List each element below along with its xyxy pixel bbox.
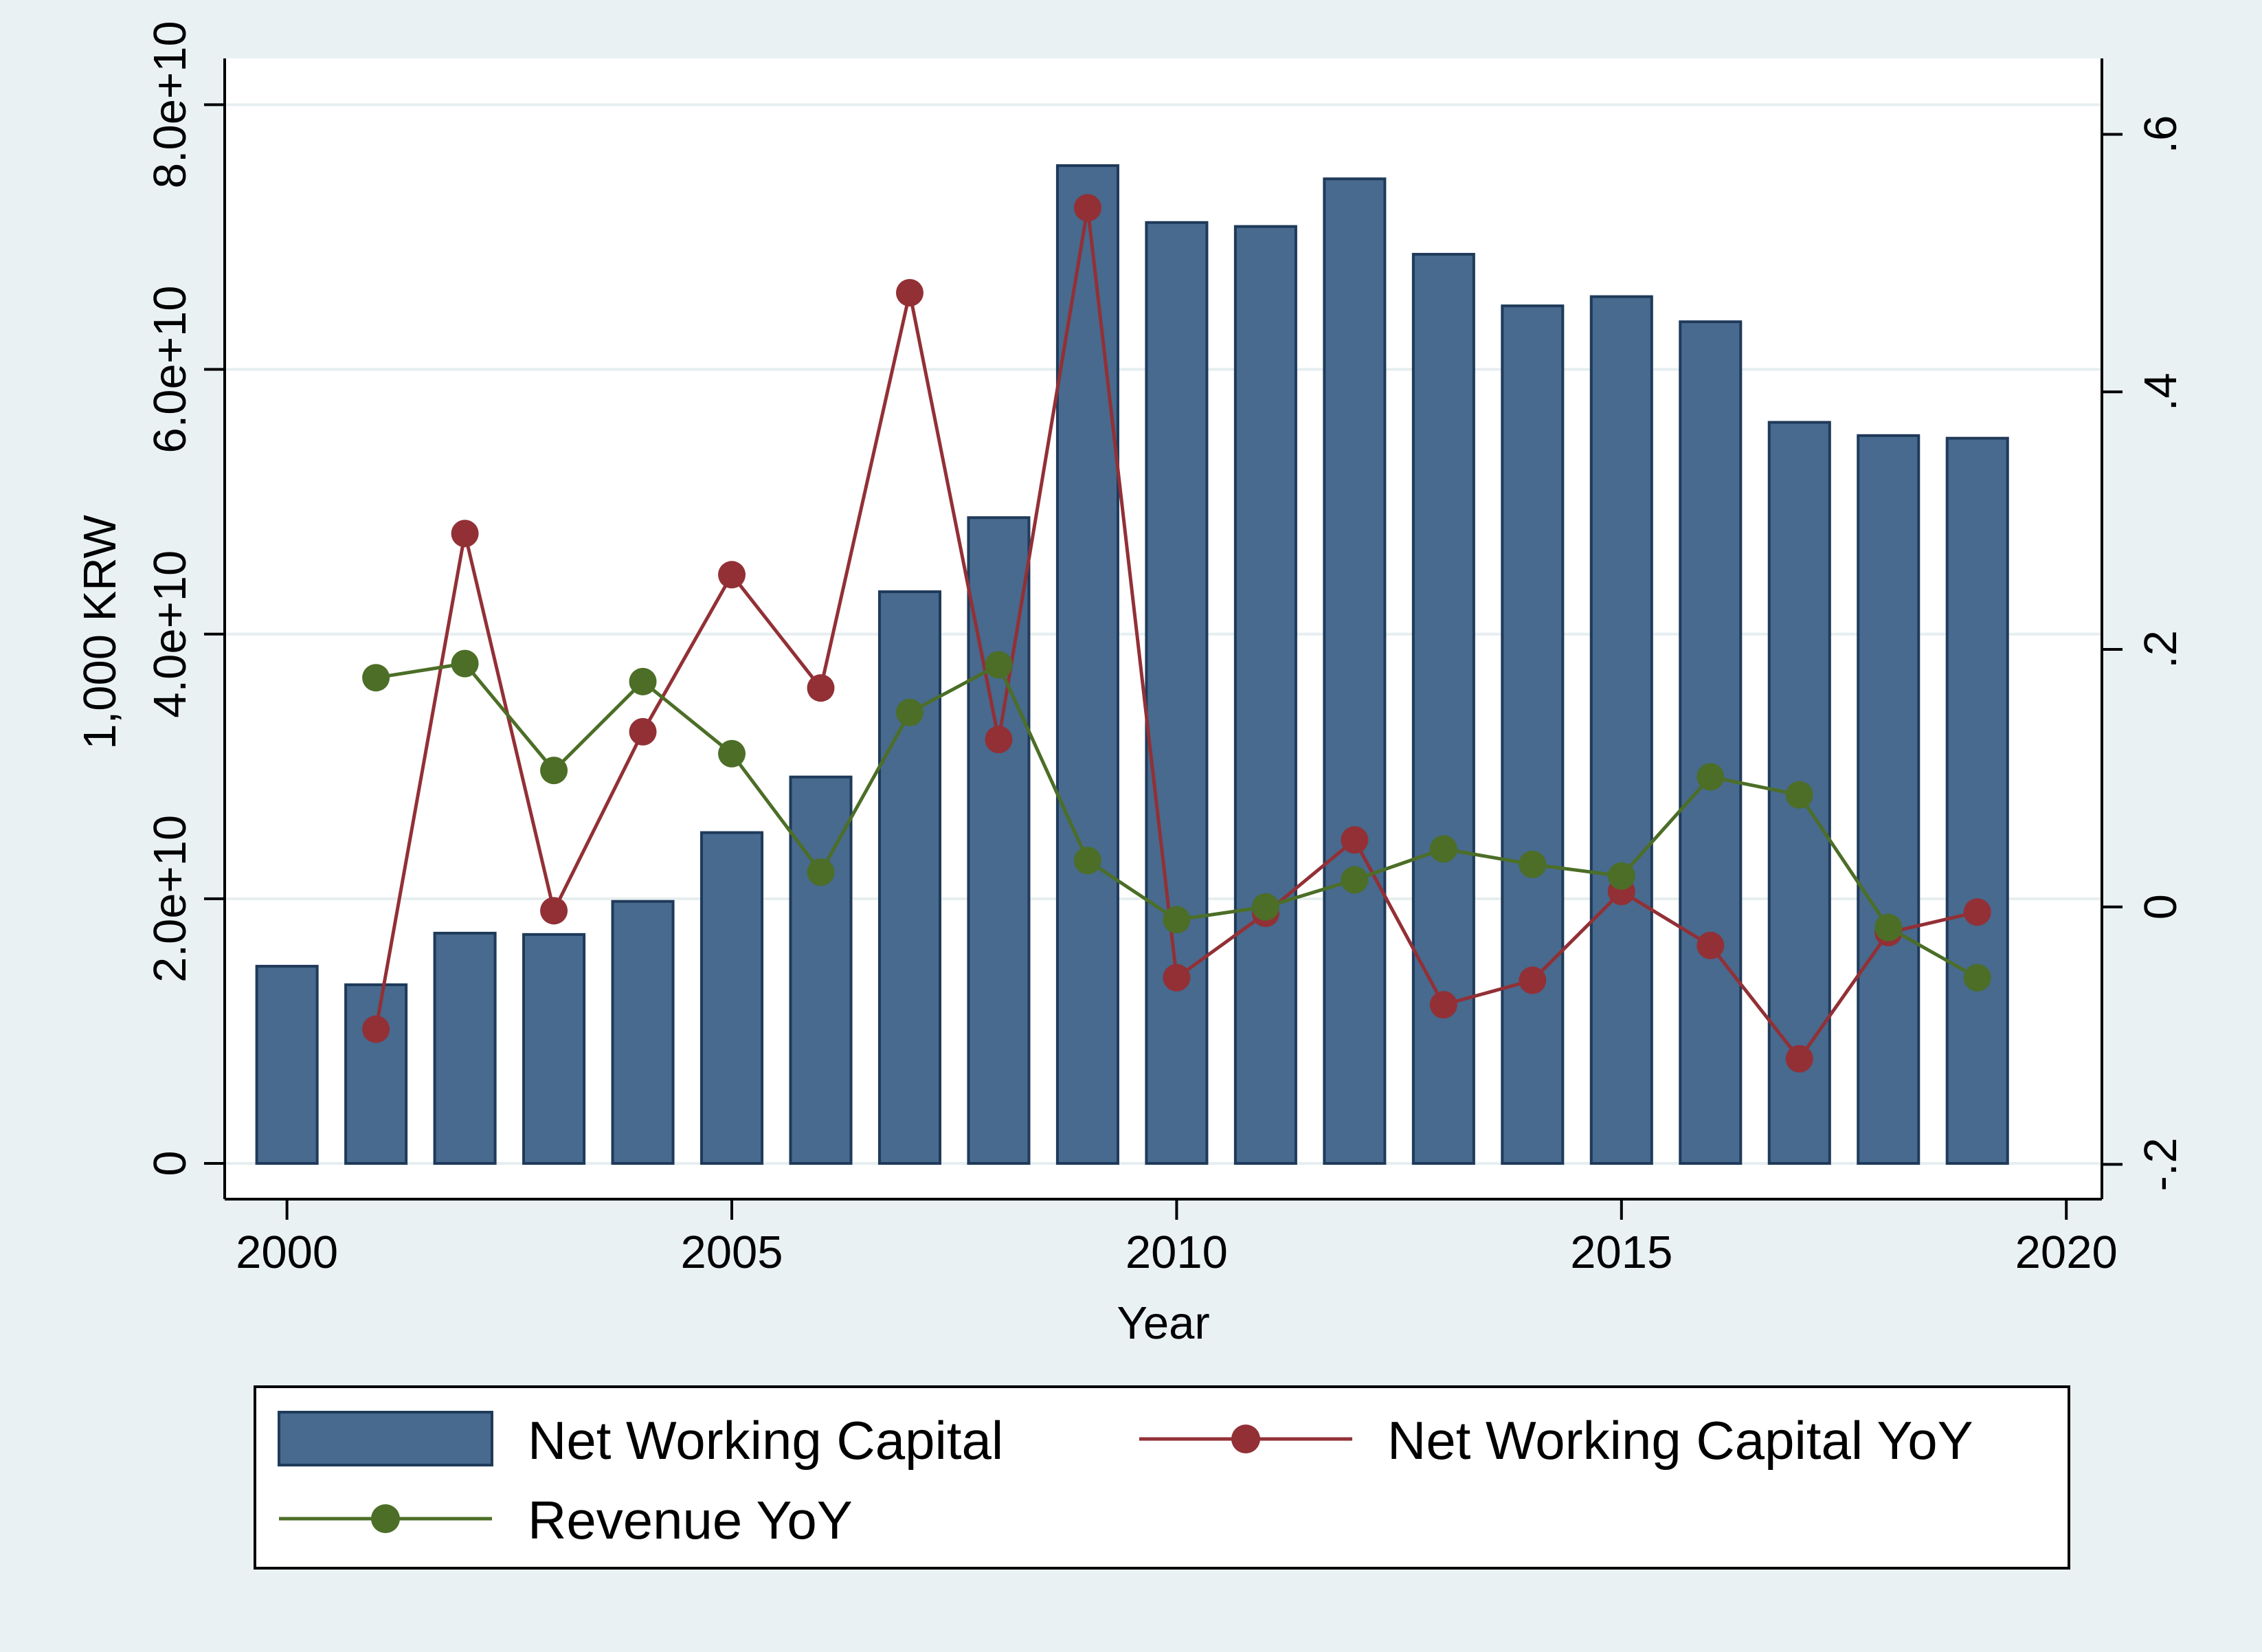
- bar-series: [255, 164, 2009, 1165]
- point-net-working-capital-yoy: [1519, 966, 1547, 994]
- point-revenue-yoy: [1429, 835, 1457, 863]
- point-net-working-capital-yoy: [1163, 963, 1191, 992]
- point-net-working-capital-yoy: [1341, 826, 1369, 854]
- point-net-working-capital-yoy: [1785, 1045, 1813, 1073]
- legend-item-net-working-capital: Net Working Capital: [278, 1410, 1003, 1471]
- point-revenue-yoy: [1251, 893, 1279, 921]
- point-revenue-yoy: [1785, 781, 1813, 809]
- right-tick-label: .6: [2135, 115, 2186, 154]
- right-tick-label: .2: [2135, 630, 2186, 669]
- left-axis-ticks: 0 2.0e+10 4.0e+10 6.0e+10 8.0e+10: [144, 21, 225, 1176]
- bar-net-working-capital: [1945, 436, 2009, 1165]
- x-tick-label: 2010: [1126, 1227, 1228, 1278]
- point-net-working-capital-yoy: [451, 520, 479, 548]
- bar-net-working-capital: [1501, 304, 1565, 1165]
- legend: Net Working Capital Net Working Capital …: [254, 1385, 2070, 1570]
- point-net-working-capital-yoy: [985, 726, 1013, 754]
- left-tick-label: 6.0e+10: [144, 286, 196, 454]
- legend-item-net-working-capital-yoy: Net Working Capital YoY: [1139, 1410, 1973, 1471]
- point-revenue-yoy: [451, 649, 479, 678]
- point-revenue-yoy: [1073, 847, 1101, 875]
- bar-net-working-capital: [1411, 253, 1475, 1165]
- point-revenue-yoy: [985, 651, 1013, 679]
- point-net-working-capital-yoy: [1963, 898, 1991, 926]
- point-revenue-yoy: [1519, 850, 1547, 878]
- point-net-working-capital-yoy: [1429, 991, 1457, 1019]
- x-tick-label: 2015: [1570, 1227, 1672, 1278]
- point-revenue-yoy: [895, 698, 923, 726]
- bar-net-working-capital: [877, 590, 942, 1165]
- bar-net-working-capital: [1679, 320, 1743, 1165]
- axes: [223, 58, 2103, 1201]
- point-revenue-yoy: [1607, 862, 1635, 890]
- right-tick-label: 0: [2135, 894, 2186, 919]
- point-net-working-capital-yoy: [629, 717, 657, 746]
- point-revenue-yoy: [1697, 763, 1725, 791]
- bar-net-working-capital: [522, 933, 586, 1165]
- legend-box: [254, 1385, 2070, 1570]
- legend-swatch-net-working-capital: [278, 1411, 493, 1466]
- point-net-working-capital-yoy: [718, 561, 746, 589]
- point-revenue-yoy: [1963, 963, 1991, 992]
- y-axis-title: 1,000 KRW: [74, 515, 126, 750]
- left-tick-label: 2.0e+10: [144, 815, 196, 983]
- left-tick-label: 0: [144, 1150, 196, 1176]
- legend-marker-revenue-yoy: [371, 1504, 400, 1533]
- point-revenue-yoy: [1874, 913, 1903, 941]
- bar-net-working-capital: [611, 900, 675, 1165]
- point-net-working-capital-yoy: [540, 897, 568, 925]
- bar-net-working-capital: [1589, 295, 1653, 1165]
- right-tick-label: -.2: [2135, 1137, 2186, 1191]
- point-revenue-yoy: [362, 664, 390, 692]
- bar-net-working-capital: [255, 965, 319, 1165]
- x-tick-label: 2005: [680, 1227, 783, 1278]
- x-tick-label: 2000: [236, 1227, 338, 1278]
- bar-net-working-capital: [344, 983, 408, 1165]
- point-revenue-yoy: [540, 757, 568, 785]
- x-axis-ticks: 2000 2005 2010 2015 2020: [236, 1199, 2118, 1278]
- bar-net-working-capital: [1233, 225, 1297, 1165]
- point-net-working-capital-yoy: [807, 674, 835, 702]
- point-revenue-yoy: [1163, 906, 1191, 934]
- bar-net-working-capital: [433, 931, 497, 1165]
- point-revenue-yoy: [629, 667, 657, 695]
- legend-marker-net-working-capital-yoy: [1231, 1425, 1260, 1453]
- bar-net-working-capital: [1055, 164, 1119, 1165]
- point-net-working-capital-yoy: [895, 278, 923, 306]
- point-net-working-capital-yoy: [1073, 194, 1101, 222]
- left-tick-label: 8.0e+10: [144, 21, 196, 188]
- x-tick-label: 2020: [2015, 1227, 2118, 1278]
- point-net-working-capital-yoy: [362, 1015, 390, 1043]
- bar-net-working-capital: [700, 831, 764, 1165]
- left-tick-label: 4.0e+10: [144, 550, 196, 718]
- right-axis-ticks: -.2 0 .2 .4 .6: [2102, 115, 2186, 1192]
- line-series: [362, 194, 1991, 1073]
- bar-net-working-capital: [1857, 434, 1921, 1165]
- point-revenue-yoy: [807, 858, 835, 886]
- right-tick-label: .4: [2135, 372, 2186, 411]
- legend-item-revenue-yoy: Revenue YoY: [279, 1490, 853, 1550]
- legend-label-net-working-capital-yoy: Net Working Capital YoY: [1387, 1410, 1973, 1471]
- bar-net-working-capital: [1145, 221, 1209, 1165]
- legend-label-net-working-capital: Net Working Capital: [528, 1410, 1003, 1471]
- x-axis-title: Year: [1117, 1297, 1209, 1349]
- point-revenue-yoy: [1341, 866, 1369, 894]
- bar-net-working-capital: [789, 775, 853, 1165]
- bar-net-working-capital: [1323, 177, 1387, 1165]
- legend-label-revenue-yoy: Revenue YoY: [528, 1490, 853, 1550]
- point-net-working-capital-yoy: [1697, 931, 1725, 959]
- point-revenue-yoy: [718, 739, 746, 768]
